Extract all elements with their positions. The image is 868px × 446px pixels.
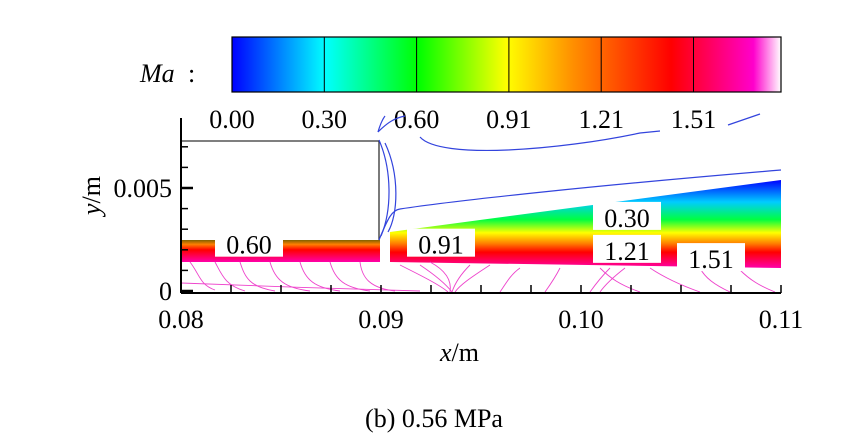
contour-label: 0.30 (604, 204, 650, 233)
colorbar-level-label: 0.91 (486, 105, 532, 134)
x-axis-var: x (439, 338, 452, 367)
x-tick-label: 0.11 (759, 305, 804, 334)
plot-area: 0.60 0.91 0.30 1.21 1.51 (180, 113, 782, 294)
y-tick-label: 0 (159, 277, 172, 306)
x-tick-label: 0.09 (358, 305, 404, 334)
low-mach-contours (377, 113, 782, 241)
contour-label-background (215, 228, 283, 257)
colorbar-level-label: 0.00 (209, 105, 255, 134)
nozzle-wall (181, 140, 380, 240)
contour-label-background (407, 228, 475, 257)
colorbar-level-label: 0.30 (302, 105, 348, 134)
contour-label: 0.60 (226, 231, 272, 260)
x-tick-label: 0.10 (558, 305, 604, 334)
x-axis-unit: /m (452, 338, 479, 367)
contour-labels: 0.60 0.91 0.30 1.21 1.51 (215, 201, 745, 274)
supersonic-contours (180, 261, 776, 293)
colorbar-variable-colon: : (188, 59, 195, 88)
x-tick-labels: 0.08 0.09 0.10 0.11 (158, 305, 803, 334)
colorbar-level-label: 1.21 (578, 105, 624, 134)
x-ticks (180, 285, 782, 293)
figure-caption: (b) 0.56 MPa (365, 404, 503, 433)
colorbar-variable-label: Ma (139, 59, 175, 88)
y-tick-label: 0.005 (114, 174, 173, 203)
colorbar-level-label: 0.60 (394, 105, 440, 134)
contour-label-background (593, 234, 661, 263)
colorbar-dividers (323, 37, 694, 92)
contour-label: 1.21 (604, 237, 650, 266)
y-tick-labels: 0 0.005 (114, 174, 173, 306)
y-axis-label: y/m (77, 176, 106, 218)
contour-label-background (593, 201, 661, 230)
colorbar (231, 36, 782, 93)
colorbar-level-label: 1.51 (671, 105, 717, 134)
colorbar-labels: 0.00 0.30 0.60 0.91 1.21 1.51 (209, 105, 716, 134)
contour-label: 1.51 (688, 245, 734, 274)
x-tick-label: 0.08 (158, 305, 204, 334)
contour-label: 0.91 (418, 231, 464, 260)
y-axis-var: y (77, 203, 106, 218)
y-ticks (181, 146, 193, 293)
y-axis-unit: /m (77, 176, 106, 203)
x-axis-label: x/m (439, 338, 479, 367)
contour-label-background (677, 243, 745, 272)
